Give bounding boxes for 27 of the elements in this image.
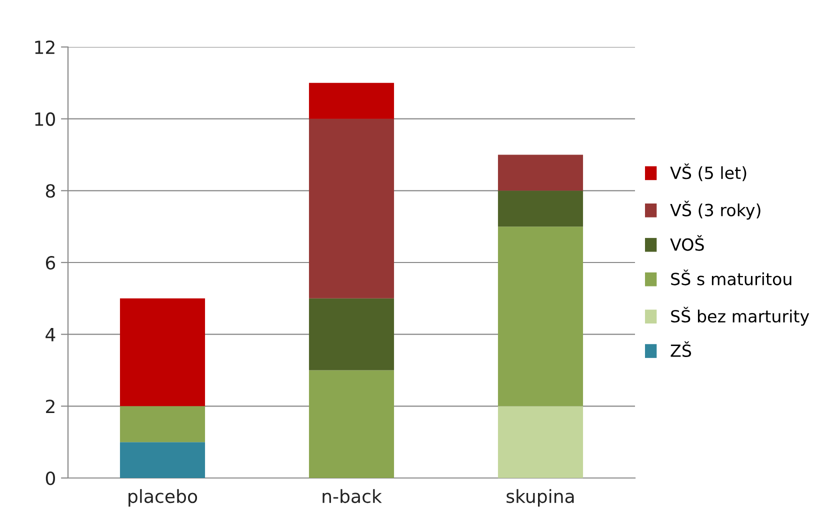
bar	[308, 82, 394, 119]
legend-label: VŠ (3 roky)	[670, 200, 760, 220]
y-tick-label: 8	[46, 184, 55, 198]
y-tick-label: 2	[46, 400, 54, 414]
y-tick-label: 12	[35, 40, 54, 54]
bar	[120, 442, 206, 478]
bar	[498, 406, 584, 478]
y-tick-label: 0	[46, 471, 55, 486]
y-tick-label: 10	[35, 112, 55, 126]
legend-label: SŠ bez marturity	[671, 306, 810, 326]
legend-label: SŠ s maturitou	[671, 270, 792, 286]
bar	[308, 298, 394, 370]
bar	[308, 370, 394, 478]
bar	[120, 298, 206, 406]
bar	[498, 190, 584, 227]
bar	[308, 118, 394, 298]
legend-label: VOŠ	[670, 235, 704, 251]
bar	[498, 226, 584, 406]
bar	[120, 406, 206, 442]
legend-label: VŠ (5 let)	[670, 163, 746, 182]
bar	[498, 154, 584, 191]
y-tick-label: 6	[46, 256, 56, 270]
x-tick-label: placebo	[128, 489, 198, 507]
x-tick-label: n-back	[322, 489, 382, 504]
y-tick-label: 4	[46, 328, 56, 342]
legend-label: ZŠ	[670, 341, 692, 358]
x-tick-label: skupina	[506, 489, 574, 507]
